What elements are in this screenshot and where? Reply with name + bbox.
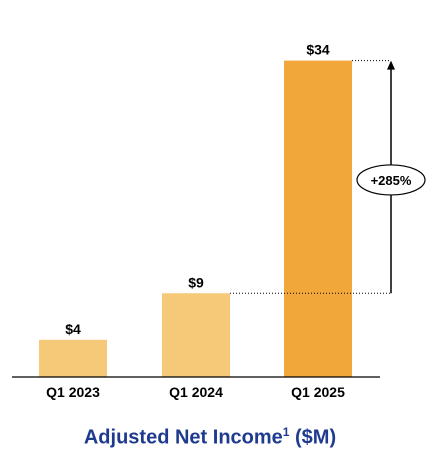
chart-title-main: Adjusted Net Income [83,426,283,449]
category-label: Q1 2024 [169,384,223,400]
bar-chart: $4 $9 $34 Q1 2023 Q1 2024 Q1 2025 +285% [12,42,426,400]
value-label: $4 [65,321,81,337]
growth-label: +285% [371,173,412,188]
category-label: Q1 2025 [291,384,345,400]
growth-annotation: +285% [230,60,426,294]
chart-title: Adjusted Net Income1 ($M) [0,425,420,450]
bar-q1-2025 [284,60,352,377]
bars-group [39,60,352,377]
chart-title-unit: ($M) [289,426,337,449]
bar-q1-2024 [162,293,230,377]
growth-badge [356,164,426,196]
chart-title-footnote: 1 [282,425,290,439]
value-labels-group: $4 $9 $34 [65,42,330,337]
bar-q1-2023 [39,339,107,377]
category-labels-group: Q1 2023 Q1 2024 Q1 2025 [46,384,345,400]
value-label: $34 [306,42,330,58]
arrow-head-up [387,60,395,70]
value-label: $9 [188,274,204,290]
category-label: Q1 2023 [46,384,100,400]
